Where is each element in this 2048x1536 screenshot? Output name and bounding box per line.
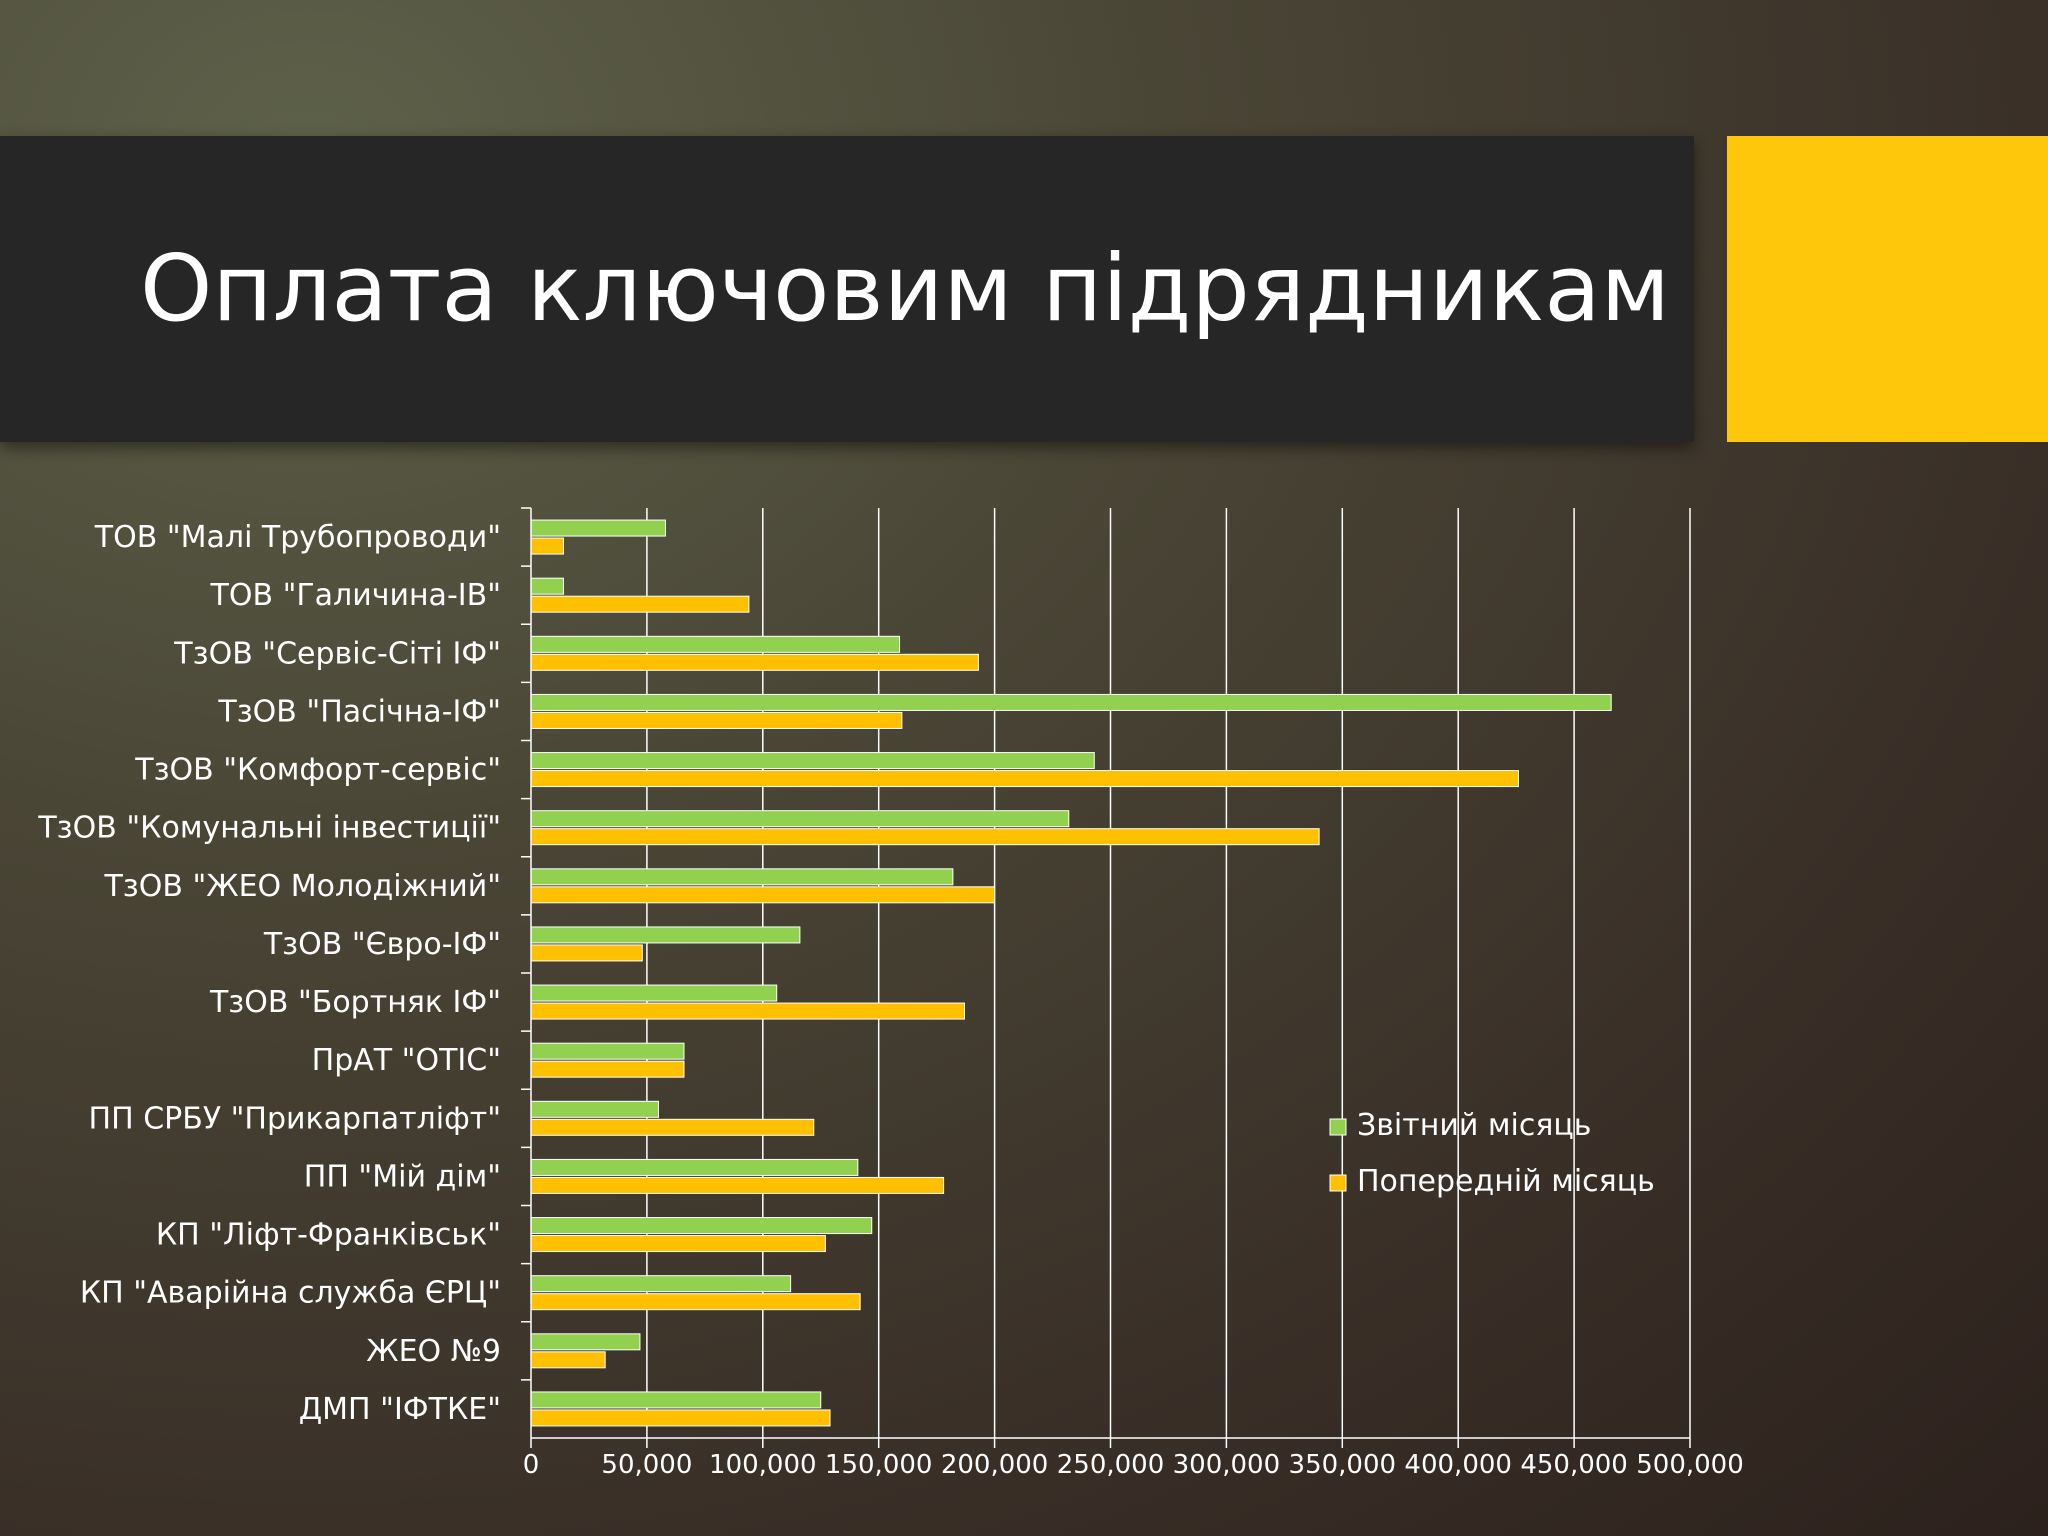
bar-current-month: ЖЕО №9: 47000	[530, 1333, 641, 1351]
category-label: ТзОВ "Сервіс-Сіті ІФ"	[173, 636, 501, 671]
labels-layer: 0 50,000 100,000 150,000 200,000 250,000 300,0…	[37, 520, 1743, 1480]
legend-label: Звітний місяць	[1357, 1108, 1591, 1143]
bar-previous-month: ТОВ "Малі Трубопроводи": 14000	[530, 537, 564, 555]
legend-swatch	[1329, 1118, 1347, 1136]
x-tick-label: 450,000	[1520, 1450, 1628, 1480]
category-label: ТзОВ "Бортняк ІФ"	[209, 985, 501, 1020]
bar-current-month: ПП СРБУ "Прикарпатліфт": 55000	[530, 1100, 659, 1118]
x-tick-label: 0	[523, 1450, 540, 1480]
slide-title: Оплата ключовим підрядникам	[140, 235, 1671, 342]
bar-current-month: ТзОВ "Бортняк ІФ": 106000	[530, 984, 778, 1002]
bar-previous-month: ТзОВ "ЖЕО Молодіжний": 200000	[530, 886, 996, 904]
category-label: ТзОВ "ЖЕО Молодіжний"	[103, 869, 501, 904]
bar-previous-month: ТзОВ "Комунальні інвестиції": 340000	[530, 828, 1320, 846]
bar-previous-month: ТзОВ "Сервіс-Сіті ІФ": 193000	[530, 653, 979, 671]
category-label: ПП СРБУ "Прикарпатліфт"	[89, 1101, 501, 1136]
x-tick-label: 250,000	[1057, 1450, 1165, 1480]
bar-current-month: ТОВ "Галичина-ІВ": 14000	[530, 577, 564, 595]
bar-chart: ТОВ "Малі Трубопроводи": 58000ТОВ "Малі …	[37, 507, 1744, 1480]
bar-previous-month: ТОВ "Галичина-ІВ": 94000	[530, 595, 750, 613]
category-label: ЖЕО №9	[366, 1334, 501, 1369]
x-tick-label: 200,000	[941, 1450, 1049, 1480]
bar-current-month: ТзОВ "Комфорт-сервіс": 243000	[530, 752, 1095, 770]
x-tick-label: 50,000	[601, 1450, 692, 1480]
bar-current-month: ТзОВ "ЖЕО Молодіжний": 182000	[530, 868, 954, 886]
category-label: ПрАТ "ОТІС"	[312, 1043, 501, 1078]
category-label: ДМП "ІФТКЕ"	[299, 1392, 501, 1427]
x-tick-label: 150,000	[825, 1450, 933, 1480]
bar-previous-month: КП "Аварійна служба ЄРЦ": 142000	[530, 1293, 861, 1311]
axis-layer	[521, 507, 1691, 1448]
x-tick-label: 100,000	[709, 1450, 817, 1480]
bar-previous-month: ПП "Мій дім": 178000	[530, 1176, 945, 1194]
bar-previous-month: ТзОВ "Бортняк ІФ": 187000	[530, 1002, 965, 1020]
legend: Звітний місяць Попередній місяць	[1329, 1108, 1655, 1199]
bar-previous-month: ТзОВ "Євро-ІФ": 48000	[530, 944, 643, 962]
bar-previous-month: ТзОВ "Пасічна-ІФ": 160000	[530, 711, 903, 729]
category-label: ТОВ "Малі Трубопроводи"	[94, 520, 501, 555]
bar-current-month: ТзОВ "Пасічна-ІФ": 466000	[530, 693, 1612, 711]
bar-current-month: ТзОВ "Комунальні інвестиції": 232000	[530, 810, 1070, 828]
bar-previous-month: ТзОВ "Комфорт-сервіс": 426000	[530, 770, 1519, 788]
bar-previous-month: КП "Ліфт-Франківськ": 127000	[530, 1235, 826, 1253]
bar-previous-month: ДМП "ІФТКЕ": 129000	[530, 1409, 831, 1427]
legend-swatch	[1329, 1174, 1347, 1192]
category-label: КП "Ліфт-Франківськ"	[156, 1218, 501, 1253]
category-label: КП "Аварійна служба ЄРЦ"	[80, 1276, 501, 1311]
x-tick-label: 350,000	[1289, 1450, 1397, 1480]
category-label: ТОВ "Галичина-ІВ"	[210, 578, 501, 613]
x-tick-label: 400,000	[1404, 1450, 1512, 1480]
x-tick-label: 300,000	[1173, 1450, 1281, 1480]
category-label: ТзОВ "Пасічна-ІФ"	[217, 694, 501, 729]
bar-current-month: ДМП "ІФТКЕ": 125000	[530, 1391, 822, 1409]
category-label: ТзОВ "Комунальні інвестиції"	[37, 811, 501, 846]
bar-current-month: КП "Ліфт-Франківськ": 147000	[530, 1217, 873, 1235]
category-label: ТзОВ "Євро-ІФ"	[263, 927, 501, 962]
bar-current-month: ТОВ "Малі Трубопроводи": 58000	[530, 519, 666, 537]
legend-label: Попередній місяць	[1357, 1164, 1655, 1199]
title-band: Оплата ключовим підрядникам	[0, 136, 1694, 442]
bar-previous-month: ПрАТ "ОТІС": 66000	[530, 1060, 685, 1078]
category-label: ПП "Мій дім"	[304, 1159, 501, 1194]
bar-current-month: ПрАТ "ОТІС": 66000	[530, 1042, 685, 1060]
bars-layer: ТОВ "Малі Трубопроводи": 58000ТОВ "Малі …	[530, 519, 1612, 1427]
bar-current-month: КП "Аварійна служба ЄРЦ": 112000	[530, 1275, 792, 1293]
bar-current-month: ПП "Мій дім": 141000	[530, 1158, 859, 1176]
x-tick-label: 500,000	[1636, 1450, 1744, 1480]
bar-previous-month: ЖЕО №9: 32000	[530, 1351, 606, 1369]
bar-current-month: ТзОВ "Сервіс-Сіті ІФ": 159000	[530, 635, 901, 653]
bar-current-month: ТзОВ "Євро-ІФ": 116000	[530, 926, 801, 944]
bar-previous-month: ПП СРБУ "Прикарпатліфт": 122000	[530, 1118, 815, 1136]
category-label: ТзОВ "Комфорт-сервіс"	[134, 753, 501, 788]
accent-box	[1727, 136, 2048, 442]
